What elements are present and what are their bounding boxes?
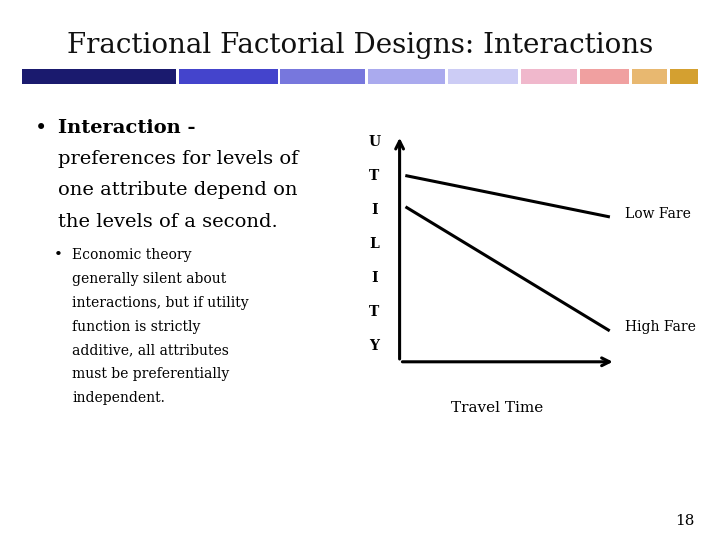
Text: I: I xyxy=(371,271,378,285)
Text: •: • xyxy=(54,248,63,262)
Bar xyxy=(280,69,365,84)
Text: interactions, but if utility: interactions, but if utility xyxy=(72,296,248,310)
Text: T: T xyxy=(369,305,379,319)
Bar xyxy=(448,69,518,84)
Text: Low Fare: Low Fare xyxy=(625,207,690,221)
Text: •: • xyxy=(35,119,47,138)
Text: U: U xyxy=(369,135,380,149)
Bar xyxy=(521,69,577,84)
Text: Y: Y xyxy=(369,339,379,353)
Bar xyxy=(22,69,176,84)
Text: generally silent about: generally silent about xyxy=(72,272,226,286)
Text: 18: 18 xyxy=(675,514,695,528)
Text: Interaction -: Interaction - xyxy=(58,119,195,137)
Text: one attribute depend on: one attribute depend on xyxy=(58,181,297,199)
Text: L: L xyxy=(369,237,379,251)
Text: Travel Time: Travel Time xyxy=(451,401,543,415)
Text: additive, all attributes: additive, all attributes xyxy=(72,343,229,357)
Bar xyxy=(580,69,629,84)
Text: I: I xyxy=(371,203,378,217)
Text: the levels of a second.: the levels of a second. xyxy=(58,213,277,231)
Bar xyxy=(179,69,277,84)
Bar xyxy=(632,69,667,84)
Bar xyxy=(368,69,445,84)
Bar xyxy=(670,69,698,84)
Text: must be preferentially: must be preferentially xyxy=(72,367,229,381)
Text: preferences for levels of: preferences for levels of xyxy=(58,150,298,168)
Text: High Fare: High Fare xyxy=(625,320,696,334)
Text: Economic theory: Economic theory xyxy=(72,248,192,262)
Text: independent.: independent. xyxy=(72,391,165,405)
Text: Fractional Factorial Designs: Interactions: Fractional Factorial Designs: Interactio… xyxy=(67,32,653,59)
Text: T: T xyxy=(369,169,379,183)
Text: function is strictly: function is strictly xyxy=(72,320,200,334)
